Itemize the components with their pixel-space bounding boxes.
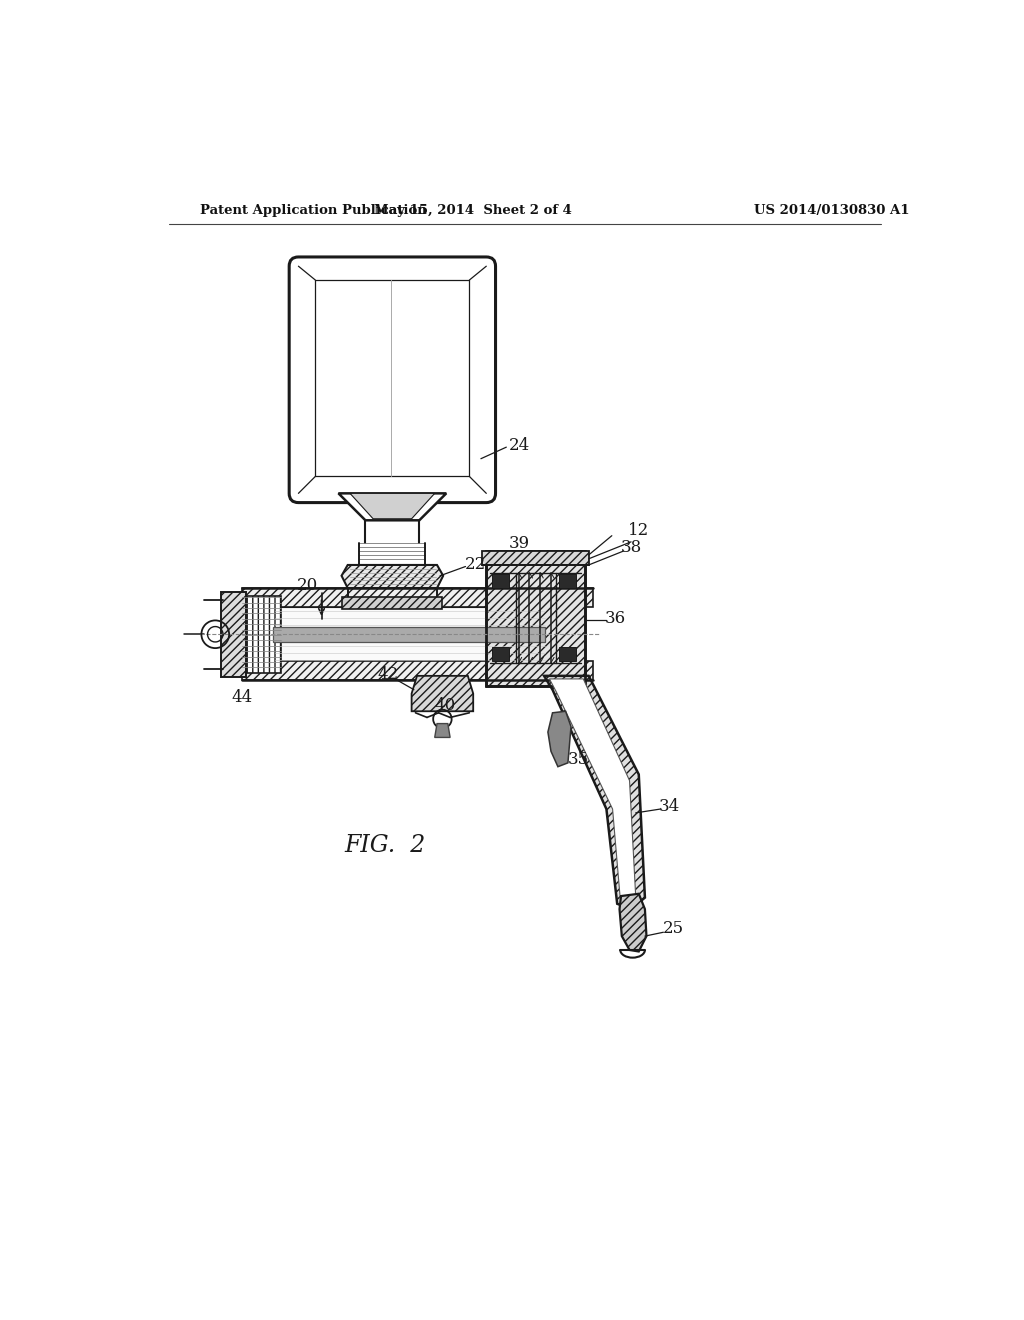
Polygon shape bbox=[544, 676, 645, 909]
Text: 12: 12 bbox=[628, 521, 649, 539]
FancyBboxPatch shape bbox=[289, 257, 496, 503]
Text: 39: 39 bbox=[509, 535, 530, 552]
Polygon shape bbox=[273, 607, 547, 661]
Polygon shape bbox=[550, 678, 636, 904]
Polygon shape bbox=[221, 591, 246, 677]
Text: 24: 24 bbox=[509, 437, 530, 454]
Polygon shape bbox=[339, 494, 446, 520]
Polygon shape bbox=[492, 647, 509, 661]
Polygon shape bbox=[620, 894, 646, 952]
Polygon shape bbox=[559, 574, 577, 589]
Text: 44: 44 bbox=[231, 689, 253, 706]
Polygon shape bbox=[342, 565, 443, 589]
Polygon shape bbox=[435, 723, 451, 738]
Polygon shape bbox=[273, 627, 545, 642]
Text: 25: 25 bbox=[663, 920, 684, 937]
Polygon shape bbox=[559, 647, 577, 661]
Polygon shape bbox=[482, 552, 589, 565]
Text: Patent Application Publication: Patent Application Publication bbox=[200, 205, 427, 218]
Polygon shape bbox=[548, 711, 571, 767]
Text: FIG.  2: FIG. 2 bbox=[344, 834, 425, 857]
Polygon shape bbox=[350, 494, 435, 519]
Text: 34: 34 bbox=[658, 799, 680, 816]
Text: US 2014/0130830 A1: US 2014/0130830 A1 bbox=[755, 205, 909, 218]
Polygon shape bbox=[243, 595, 281, 673]
Text: 36: 36 bbox=[605, 610, 627, 627]
Polygon shape bbox=[243, 589, 593, 607]
Text: May 15, 2014  Sheet 2 of 4: May 15, 2014 Sheet 2 of 4 bbox=[375, 205, 572, 218]
Text: 20: 20 bbox=[297, 577, 318, 594]
Polygon shape bbox=[243, 661, 593, 681]
Polygon shape bbox=[492, 574, 509, 589]
Text: 42: 42 bbox=[378, 665, 399, 682]
Polygon shape bbox=[342, 598, 442, 609]
Text: 22: 22 bbox=[465, 557, 486, 573]
Polygon shape bbox=[486, 552, 585, 686]
Polygon shape bbox=[412, 676, 473, 711]
Text: 35: 35 bbox=[567, 751, 589, 767]
Text: 40: 40 bbox=[434, 697, 456, 714]
Text: 38: 38 bbox=[621, 539, 642, 556]
